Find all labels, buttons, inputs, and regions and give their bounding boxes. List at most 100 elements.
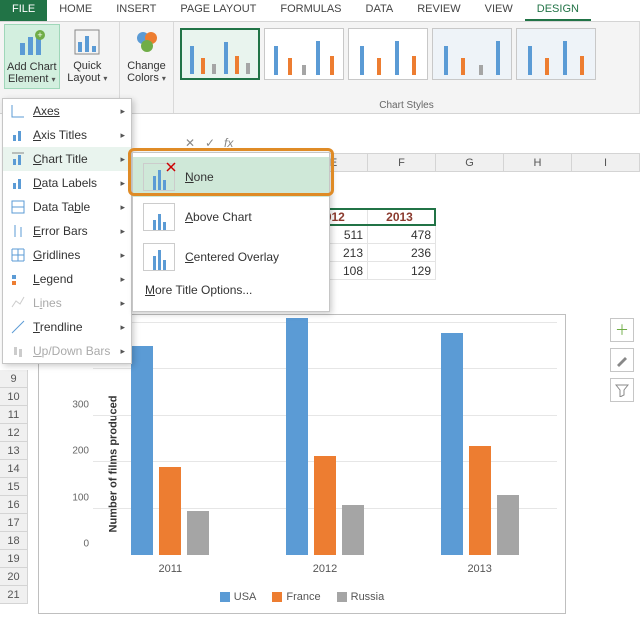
col-header[interactable]: F xyxy=(368,154,436,172)
chart-title-icon xyxy=(10,151,26,167)
submenu-more-options[interactable]: More Title Options... xyxy=(133,277,329,303)
tab-insert[interactable]: INSERT xyxy=(104,0,168,21)
bar[interactable] xyxy=(497,495,519,555)
updown-icon xyxy=(10,343,26,359)
row-header[interactable]: 12 xyxy=(0,424,28,442)
change-colors-label: Change Colors xyxy=(127,60,166,84)
menu-data-table[interactable]: Data Table▸ xyxy=(3,195,131,219)
menu-data-labels[interactable]: Data Labels▸ xyxy=(3,171,131,195)
col-header[interactable]: H xyxy=(504,154,572,172)
row-header[interactable]: 21 xyxy=(0,586,28,604)
cell[interactable]: 129 xyxy=(368,262,436,280)
change-colors-button[interactable]: Change Colors ▾ xyxy=(124,24,169,87)
tab-design[interactable]: DESIGN xyxy=(525,0,591,21)
bar[interactable] xyxy=(441,333,463,555)
chart-style-5[interactable] xyxy=(516,28,596,80)
row-header[interactable]: 16 xyxy=(0,496,28,514)
funnel-icon xyxy=(615,383,629,397)
add-chart-element-icon: + xyxy=(18,29,46,57)
cancel-fx-icon[interactable]: ✕ xyxy=(180,136,200,150)
bar[interactable] xyxy=(314,456,336,555)
bar[interactable] xyxy=(159,467,181,555)
row-header[interactable]: 20 xyxy=(0,568,28,586)
menu-legend[interactable]: Legend▸ xyxy=(3,267,131,291)
chart-filter-button[interactable] xyxy=(610,378,634,402)
tab-page-layout[interactable]: PAGE LAYOUT xyxy=(168,0,268,21)
fx-icon[interactable]: fx xyxy=(220,136,237,150)
data-table-icon xyxy=(10,199,26,215)
menu-updown-bars: Up/Down Bars▸ xyxy=(3,339,131,363)
plot-area[interactable] xyxy=(93,323,557,555)
menu-error-bars[interactable]: Error Bars▸ xyxy=(3,219,131,243)
add-chart-element-button[interactable]: + Add Chart Element ▾ xyxy=(4,24,60,89)
row-header[interactable]: 19 xyxy=(0,550,28,568)
row-header[interactable]: 13 xyxy=(0,442,28,460)
bar[interactable] xyxy=(342,505,364,555)
menu-gridlines[interactable]: Gridlines▸ xyxy=(3,243,131,267)
quick-layout-label: Quick Layout xyxy=(67,60,101,84)
brush-icon xyxy=(615,353,629,367)
cell-year-2013[interactable]: 2013 xyxy=(368,208,436,226)
tab-file[interactable]: FILE xyxy=(0,0,47,21)
chart-styles-button[interactable] xyxy=(610,348,634,372)
chart-styles-gallery[interactable] xyxy=(178,24,598,84)
chart-styles-group-label: Chart Styles xyxy=(178,100,635,113)
chart-title-submenu: None Above Chart Centered Overlay More T… xyxy=(132,152,330,312)
tab-review[interactable]: REVIEW xyxy=(405,0,472,21)
tab-formulas[interactable]: FORMULAS xyxy=(268,0,353,21)
enter-fx-icon[interactable]: ✓ xyxy=(200,136,220,150)
menu-axes[interactable]: Axes▸ xyxy=(3,99,131,123)
chart-side-tools: ＋ xyxy=(610,318,634,402)
tab-view[interactable]: VIEW xyxy=(473,0,525,21)
add-chart-element-menu: Axes▸ Axis Titles▸ Chart Title▸ Data Lab… xyxy=(2,98,132,364)
none-x-icon xyxy=(166,162,176,172)
row-header[interactable]: 18 xyxy=(0,532,28,550)
row-header[interactable]: 17 xyxy=(0,514,28,532)
menu-lines: Lines▸ xyxy=(3,291,131,315)
axes-icon xyxy=(10,103,26,119)
chart-style-1[interactable] xyxy=(180,28,260,80)
col-header[interactable]: G xyxy=(436,154,504,172)
axis-titles-icon xyxy=(10,127,26,143)
chart-style-3[interactable] xyxy=(348,28,428,80)
menu-axis-titles[interactable]: Axis Titles▸ xyxy=(3,123,131,147)
gridlines-icon xyxy=(10,247,26,263)
cell[interactable]: 478 xyxy=(368,226,436,244)
error-bars-icon xyxy=(10,223,26,239)
x-axis-labels: 201120122013 xyxy=(93,563,557,575)
submenu-centered-overlay[interactable]: Centered Overlay xyxy=(133,237,329,277)
menu-chart-title[interactable]: Chart Title▸ xyxy=(3,147,131,171)
change-colors-icon xyxy=(133,28,161,56)
add-chart-element-label: Add Chart Element xyxy=(7,61,57,85)
submenu-none[interactable]: None xyxy=(133,157,329,197)
row-headers[interactable]: 9 10 11 12 13 14 15 16 17 18 19 20 21 xyxy=(0,370,28,604)
formula-bar: ✕ ✓ fx xyxy=(132,132,640,154)
submenu-above-chart[interactable]: Above Chart xyxy=(133,197,329,237)
data-labels-icon xyxy=(10,175,26,191)
col-header[interactable]: I xyxy=(572,154,640,172)
bar[interactable] xyxy=(187,511,209,555)
cell[interactable]: 236 xyxy=(368,244,436,262)
trendline-icon xyxy=(10,319,26,335)
bar[interactable] xyxy=(131,346,153,555)
lines-icon xyxy=(10,295,26,311)
bar[interactable] xyxy=(469,446,491,556)
row-header[interactable]: 15 xyxy=(0,478,28,496)
row-header[interactable]: 10 xyxy=(0,388,28,406)
quick-layout-button[interactable]: Quick Layout ▾ xyxy=(60,24,115,87)
chart-style-2[interactable] xyxy=(264,28,344,80)
quick-layout-icon xyxy=(73,28,101,56)
tab-data[interactable]: DATA xyxy=(354,0,406,21)
legend-icon xyxy=(10,271,26,287)
row-header[interactable]: 14 xyxy=(0,460,28,478)
menu-trendline[interactable]: Trendline▸ xyxy=(3,315,131,339)
ribbon-tabs: FILE HOME INSERT PAGE LAYOUT FORMULAS DA… xyxy=(0,0,640,22)
svg-text:+: + xyxy=(37,30,42,40)
chart-legend[interactable]: USA France Russia xyxy=(39,591,565,603)
row-header[interactable]: 11 xyxy=(0,406,28,424)
bar[interactable] xyxy=(286,318,308,555)
chart-elements-button[interactable]: ＋ xyxy=(610,318,634,342)
chart-style-4[interactable] xyxy=(432,28,512,80)
tab-home[interactable]: HOME xyxy=(47,0,104,21)
row-header[interactable]: 9 xyxy=(0,370,28,388)
